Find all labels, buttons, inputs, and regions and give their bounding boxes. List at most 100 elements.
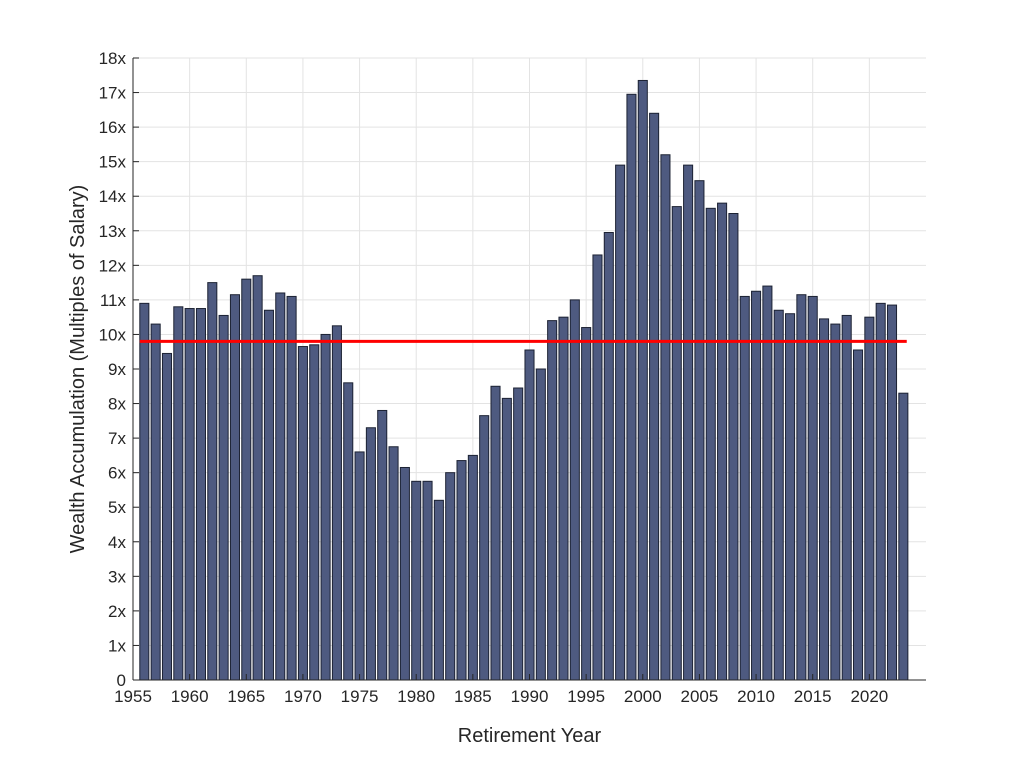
- bar-1983: [445, 472, 456, 681]
- bar-2015: [807, 295, 818, 681]
- bar-1970: [297, 346, 308, 681]
- y-tick-label: 9x: [108, 360, 126, 379]
- x-tick-label: 1970: [284, 687, 322, 706]
- x-tick-label: 2005: [681, 687, 719, 706]
- y-tick-label: 0: [117, 671, 126, 690]
- bar-2004: [683, 164, 694, 681]
- x-tick-label: 1975: [341, 687, 379, 706]
- bar-1975: [354, 451, 365, 681]
- bar-1993: [558, 316, 569, 681]
- x-tick-label: 1990: [511, 687, 549, 706]
- bar-1956: [139, 302, 150, 681]
- bar-2000: [637, 79, 648, 681]
- y-tick-label: 11x: [100, 291, 127, 310]
- bar-1966: [252, 275, 263, 681]
- bar-1963: [218, 314, 229, 681]
- y-tick-label: 10x: [99, 325, 127, 344]
- bar-1978: [388, 446, 399, 681]
- bar-1969: [286, 295, 297, 681]
- bar-2009: [739, 295, 750, 681]
- x-axis-ticks: 1955 1960 1965 1970 1975 1980 1985 1990 1995 2000…: [114, 674, 888, 706]
- y-axis-title: Wealth Accumulation (Multiples of Salary…: [67, 185, 89, 554]
- x-tick-label: 1980: [397, 687, 435, 706]
- bar-2017: [830, 323, 841, 681]
- bar-1996: [592, 254, 603, 681]
- bar-1971: [309, 344, 320, 681]
- bar-1988: [501, 397, 512, 681]
- bar-1999: [626, 93, 637, 681]
- y-tick-label: 5x: [108, 498, 126, 517]
- bar-1977: [377, 409, 388, 681]
- bar-1957: [150, 323, 161, 681]
- bar-2013: [785, 313, 796, 681]
- bar-2019: [852, 349, 864, 681]
- bar-1958: [161, 352, 173, 681]
- y-tick-label: 3x: [108, 567, 126, 586]
- x-tick-label: 1960: [171, 687, 209, 706]
- bar-2006: [705, 207, 716, 681]
- bar-1961: [195, 308, 207, 681]
- bar-2021: [875, 302, 886, 681]
- x-tick-label: 2020: [850, 687, 888, 706]
- bar-1965: [241, 278, 252, 681]
- bar-1986: [479, 415, 490, 681]
- bar-2005: [694, 180, 705, 681]
- bar-1959: [173, 306, 184, 681]
- bar-1994: [569, 299, 580, 681]
- bar-2022: [886, 304, 898, 681]
- bar-1967: [263, 309, 274, 681]
- bar-2020: [864, 316, 875, 681]
- bar-1990: [524, 349, 535, 681]
- bar-2014: [796, 294, 807, 681]
- bar-1987: [490, 385, 501, 681]
- y-tick-label: 17x: [99, 84, 127, 103]
- x-tick-label: 1955: [114, 687, 152, 706]
- y-tick-label: 7x: [108, 429, 126, 448]
- bar-2018: [841, 314, 852, 681]
- y-tick-label: 4x: [108, 533, 126, 552]
- x-tick-label: 1995: [567, 687, 605, 706]
- bar-1982: [433, 499, 444, 681]
- x-tick-label: 2000: [624, 687, 662, 706]
- bar-1981: [422, 480, 433, 681]
- bar-1972: [320, 333, 331, 681]
- y-axis-ticks: 0 1x 2x 3x 4x 5x 6x 7x 8x 9x 10x 11x 12x 13x 14x 15x 16x…: [99, 49, 139, 690]
- y-tick-label: 12x: [99, 256, 127, 275]
- bar-1979: [399, 466, 410, 681]
- bar-1964: [229, 294, 240, 681]
- y-tick-label: 6x: [108, 464, 126, 483]
- bar-2001: [649, 112, 660, 681]
- bar-1985: [467, 454, 478, 681]
- bar-2010: [751, 290, 762, 681]
- bar-1984: [456, 460, 467, 681]
- bar-1974: [343, 382, 354, 681]
- y-tick-label: 16x: [99, 118, 127, 137]
- y-tick-label: 8x: [108, 395, 126, 414]
- bar-2007: [717, 202, 728, 681]
- y-tick-label: 2x: [108, 602, 126, 621]
- bar-1989: [513, 387, 524, 681]
- x-tick-label: 1985: [454, 687, 492, 706]
- bar-1968: [275, 292, 286, 681]
- x-tick-label: 2010: [737, 687, 775, 706]
- bar-2016: [819, 318, 830, 681]
- bar-2023: [898, 392, 909, 681]
- bar-2003: [671, 206, 682, 681]
- bar-1991: [535, 368, 546, 681]
- bar-1980: [411, 480, 422, 681]
- bar-2002: [660, 154, 671, 681]
- bar-1992: [547, 320, 558, 681]
- bar-1973: [331, 325, 342, 681]
- bar-1998: [615, 164, 626, 681]
- x-tick-label: 2015: [794, 687, 832, 706]
- bar-1995: [581, 327, 592, 681]
- bar-1997: [603, 232, 614, 681]
- y-tick-label: 13x: [99, 222, 127, 241]
- y-tick-label: 14x: [99, 187, 127, 206]
- bar-1960: [184, 308, 195, 681]
- bar-2008: [728, 213, 739, 681]
- bar-2011: [762, 285, 773, 681]
- bar-2012: [773, 309, 784, 681]
- bar-series: [139, 79, 909, 681]
